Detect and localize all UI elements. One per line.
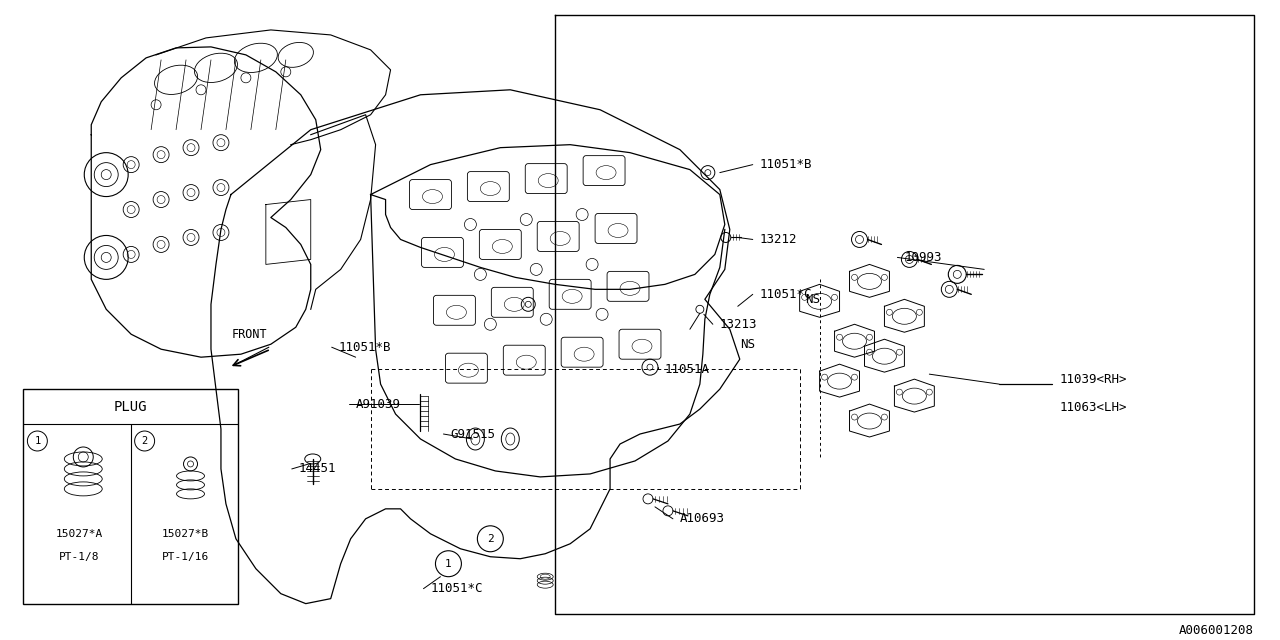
Bar (23, 389, 238, 604)
Text: 11051*C: 11051*C (430, 582, 483, 595)
Text: 13212: 13212 (760, 233, 797, 246)
Text: 10993: 10993 (905, 251, 942, 264)
Text: 11051*B: 11051*B (339, 340, 392, 354)
Text: 11051A: 11051A (664, 363, 710, 376)
Text: NS: NS (740, 338, 755, 351)
Text: A91039: A91039 (356, 397, 401, 411)
Text: 1: 1 (35, 436, 41, 446)
Text: 15027*B: 15027*B (161, 529, 209, 539)
Text: 13213: 13213 (719, 318, 758, 331)
Text: NS: NS (805, 293, 819, 306)
Text: 11039<RH>: 11039<RH> (1059, 372, 1126, 386)
Text: A10693: A10693 (680, 513, 724, 525)
Text: 11051*C: 11051*C (760, 288, 813, 301)
Text: PT-1/16: PT-1/16 (161, 552, 209, 562)
Text: 14451: 14451 (298, 463, 337, 476)
Text: PT-1/8: PT-1/8 (59, 552, 100, 562)
Text: 1: 1 (445, 559, 452, 569)
Text: 11051*B: 11051*B (760, 158, 813, 171)
Text: PLUG: PLUG (114, 400, 147, 414)
Text: G91515: G91515 (451, 428, 495, 440)
Text: FRONT: FRONT (232, 328, 268, 341)
Text: 11063<LH>: 11063<LH> (1059, 401, 1126, 413)
Text: A006001208: A006001208 (1179, 623, 1253, 637)
Text: 2: 2 (486, 534, 494, 544)
Text: 2: 2 (142, 436, 147, 446)
Text: 15027*A: 15027*A (55, 529, 102, 539)
